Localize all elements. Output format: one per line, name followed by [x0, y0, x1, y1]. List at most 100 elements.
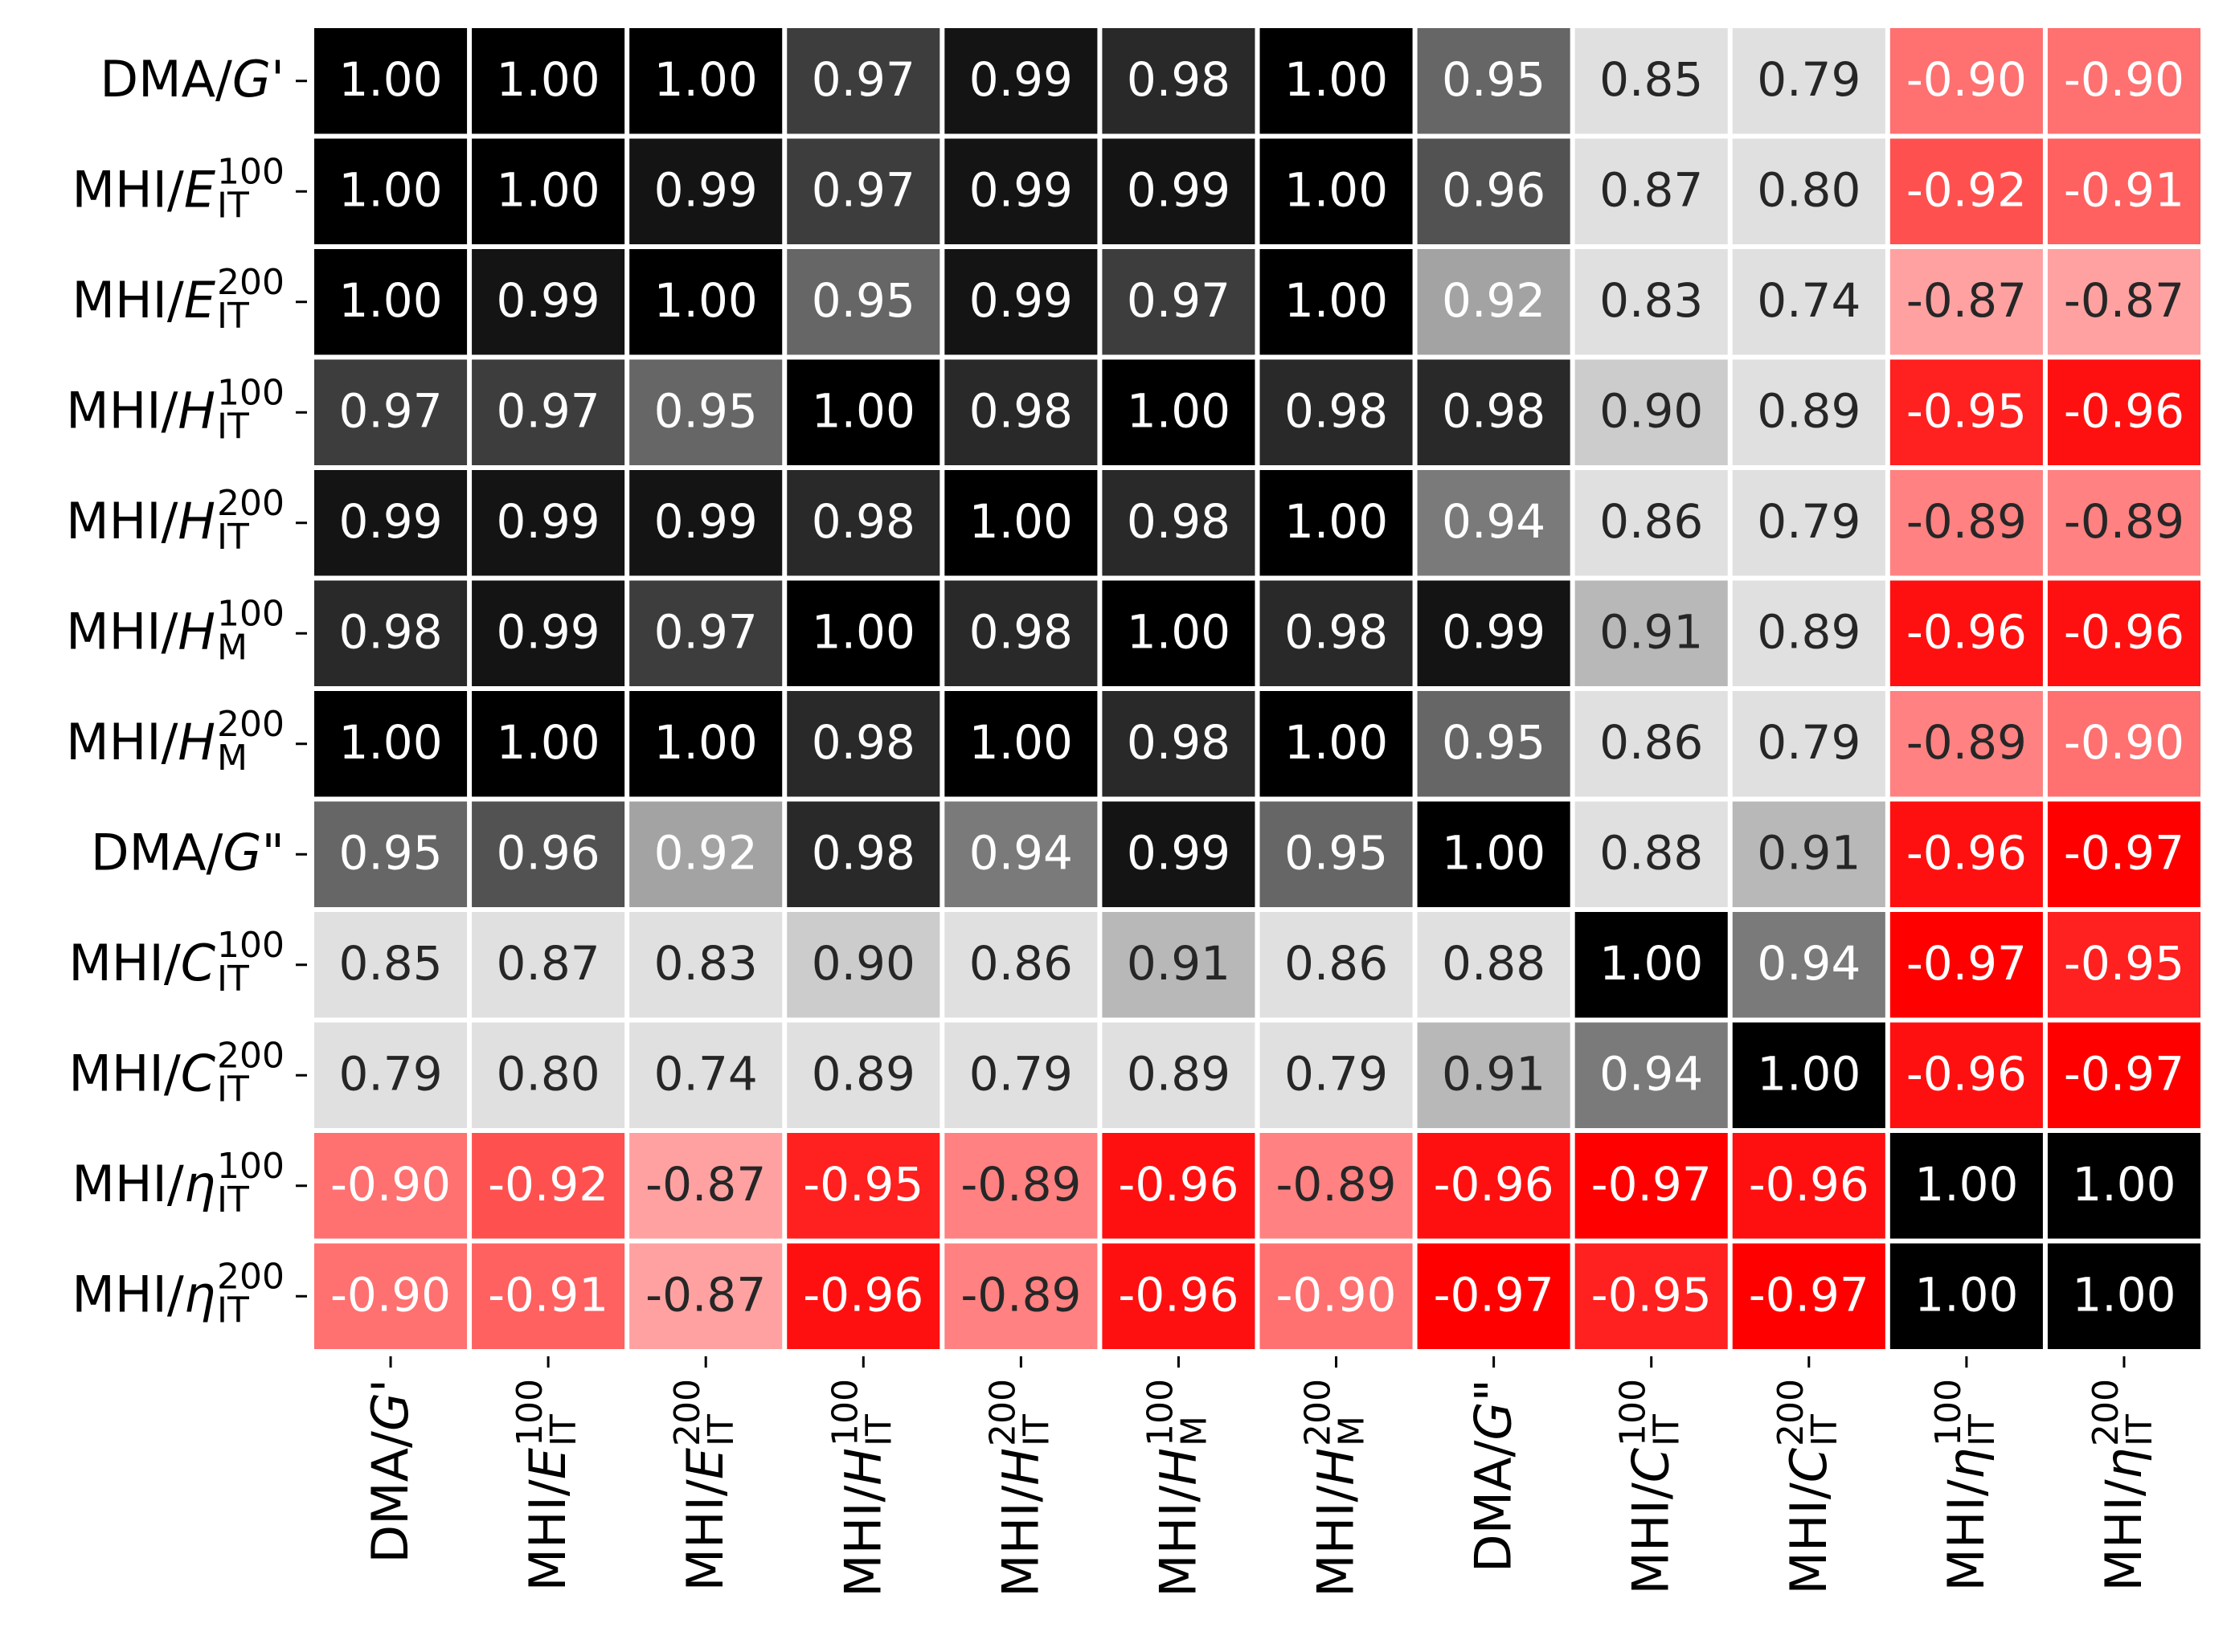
- cell-value-label: -0.91: [2064, 162, 2184, 217]
- x-tick-label: DMA/G": [1464, 1379, 1523, 1572]
- heatmap-cell: [629, 1022, 783, 1128]
- x-tick-label-superscript: 200: [667, 1379, 708, 1446]
- heatmap-cell: [1259, 912, 1413, 1018]
- heatmap-cell: [314, 138, 468, 244]
- cell-value-label: 1.00: [812, 383, 915, 438]
- x-tick-label-superscript: 100: [1928, 1379, 1969, 1446]
- y-tick-label-superscript: 200: [217, 1256, 285, 1297]
- heatmap-cell: [1259, 28, 1413, 134]
- cell-value-label: -0.96: [1118, 1267, 1238, 1322]
- cell-value-label: -0.96: [1434, 1157, 1554, 1212]
- heatmap-cell: [1732, 1243, 1885, 1349]
- y-tick-label-symbol: E: [184, 160, 216, 219]
- heatmap-cell: [314, 359, 468, 465]
- heatmap-cell: [944, 691, 1098, 797]
- cell-value-label: -0.90: [1906, 52, 2027, 107]
- heatmap-cell: [1732, 138, 1885, 244]
- cell-value-label: 0.99: [497, 604, 600, 659]
- heatmap-cell: [1259, 580, 1413, 686]
- y-tick-label-text: MHI/: [66, 381, 178, 440]
- y-tick-label-text: MHI/: [68, 1044, 180, 1102]
- heatmap-cell: [1417, 249, 1570, 355]
- y-tick-label-text: MHI/: [72, 1265, 183, 1323]
- heatmap-cell: [1889, 359, 2043, 465]
- y-tick-label-text: DMA/: [91, 823, 223, 881]
- heatmap-cell: [1889, 28, 2043, 134]
- y-tick-label-superscript: 200: [217, 1035, 285, 1076]
- heatmap-cell: [472, 249, 625, 355]
- heatmap-cell: [1574, 28, 1728, 134]
- heatmap-cell: [1732, 912, 1885, 1018]
- cell-value-label: 0.99: [1442, 604, 1545, 659]
- cell-value-label: -0.96: [1906, 1046, 2027, 1101]
- cell-value-label: 1.00: [338, 715, 442, 770]
- heatmap-cell: [1732, 801, 1885, 907]
- heatmap-cell: [787, 801, 940, 907]
- cell-value-label: -0.97: [1749, 1267, 1869, 1322]
- cell-value-label: -0.92: [1906, 162, 2027, 217]
- cell-value-label: 1.00: [1284, 273, 1388, 328]
- cell-value-label: -0.97: [2064, 825, 2184, 880]
- y-tick-label: DMA/G': [100, 50, 285, 108]
- cell-value-label: 0.86: [1599, 715, 1703, 770]
- heatmap-cell: [1417, 1243, 1570, 1349]
- cell-value-label: -0.96: [1118, 1157, 1238, 1212]
- cell-value-label: 0.97: [338, 383, 442, 438]
- cell-value-label: 1.00: [1127, 604, 1230, 659]
- y-tick-label-subscript: IT: [217, 1290, 249, 1331]
- heatmap-cell: [629, 580, 783, 686]
- cell-value-label: -0.89: [1906, 715, 2027, 770]
- cell-value-label: -0.96: [2064, 383, 2184, 438]
- cell-value-label: -0.87: [645, 1157, 766, 1212]
- cell-value-label: 0.86: [1599, 494, 1703, 549]
- y-tick-label-subscript: IT: [217, 185, 249, 226]
- cell-value-label: 1.00: [1127, 383, 1230, 438]
- y-tick-label: DMA/G": [91, 823, 285, 881]
- cell-value-label: -0.96: [2064, 604, 2184, 659]
- cell-value-label: 1.00: [969, 494, 1073, 549]
- x-tick-label-superscript: 200: [2086, 1379, 2127, 1446]
- x-tick-label-symbol: G: [361, 1392, 420, 1431]
- heatmap-cell: [1574, 912, 1728, 1018]
- cell-value-label: 0.98: [1284, 383, 1388, 438]
- x-tick-label-symbol: C: [1622, 1447, 1680, 1482]
- heatmap-cell: [944, 1133, 1098, 1239]
- cell-value-label: 0.98: [338, 604, 442, 659]
- y-tick-label-superscript: 200: [217, 483, 285, 524]
- y-tick-label-subscript: IT: [217, 1069, 249, 1110]
- cell-value-label: -0.87: [2064, 273, 2184, 328]
- cell-value-label: -0.87: [645, 1267, 766, 1322]
- heatmap-cell: [2047, 580, 2200, 686]
- heatmap-cell: [1732, 1133, 1885, 1239]
- y-tick-label-symbol: G: [232, 50, 271, 108]
- x-tick-label-text: MHI/: [1622, 1482, 1680, 1594]
- cell-value-label: 0.79: [1757, 52, 1861, 107]
- cell-value-label: -0.89: [960, 1157, 1081, 1212]
- cell-value-label: -0.92: [488, 1157, 608, 1212]
- heatmap-cell: [1732, 1022, 1885, 1128]
- cell-value-label: 0.79: [1757, 715, 1861, 770]
- heatmap-cell: [1732, 359, 1885, 465]
- heatmap-cell: [629, 801, 783, 907]
- cell-value-label: 0.99: [969, 162, 1073, 217]
- cell-value-label: 0.95: [338, 825, 442, 880]
- cell-value-label: -0.97: [1906, 936, 2027, 991]
- heatmap-cell: [472, 691, 625, 797]
- cell-value-label: 0.80: [1757, 162, 1861, 217]
- x-tick-label: MHI/η: [2094, 1448, 2153, 1592]
- heatmap-cell: [1259, 691, 1413, 797]
- cell-value-label: 1.00: [497, 715, 600, 770]
- x-tick-label-subscript: M: [1173, 1416, 1214, 1446]
- cell-value-label: -0.90: [1276, 1267, 1397, 1322]
- heatmap-cell: [1574, 138, 1728, 244]
- cell-value-label: 0.97: [812, 52, 915, 107]
- y-tick-label-suffix: ': [271, 50, 285, 108]
- y-tick-label: MHI/H: [66, 713, 215, 771]
- cell-value-label: 0.99: [1127, 825, 1230, 880]
